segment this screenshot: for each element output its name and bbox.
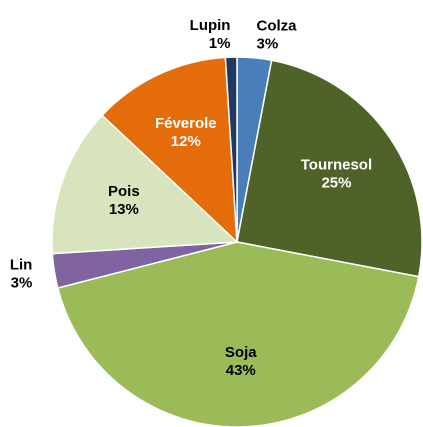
pie-slice [224,56,238,243]
label-value: 3% [11,274,33,291]
label-value: 25% [321,174,351,191]
label-name: Féverole [155,115,217,132]
label-name: Pois [108,183,140,200]
pie-slice [51,114,239,255]
label-value: 3% [256,36,278,53]
label-value: 43% [226,362,256,379]
pie-slice [101,56,238,244]
label-name: Colza [256,18,297,35]
label-value: 13% [109,201,139,218]
label-name: Lin [10,256,33,273]
label-value: 12% [171,133,201,150]
label-name: Soja [225,344,257,361]
label-name: Tournesol [301,156,372,173]
label-value: 1% [209,35,231,52]
label-name: Lupin [190,17,231,34]
pie-slice [236,59,423,278]
